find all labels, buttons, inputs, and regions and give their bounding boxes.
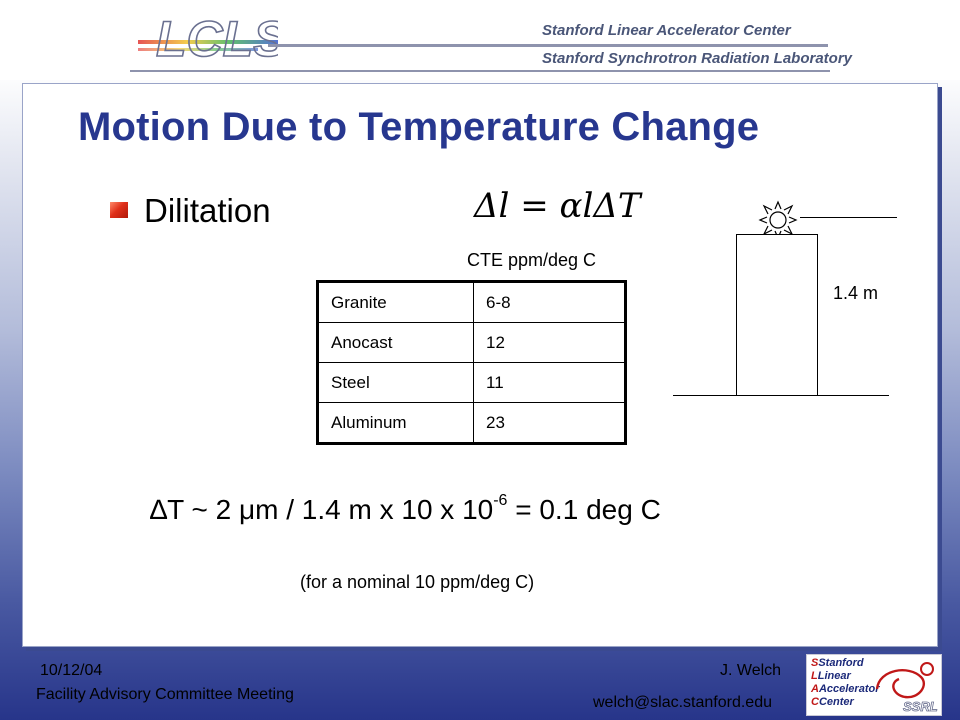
ssrl-logo-mark: SSRL (875, 662, 938, 713)
cte-cell: 23 (473, 402, 626, 444)
calc-main: ∆T ~ 2 μm / 1.4 m x 10 x 10 (150, 494, 494, 525)
table-row: Aluminum 23 (317, 402, 626, 444)
material-cell: Steel (317, 362, 474, 403)
slac-line: Center (818, 696, 854, 708)
table-row: Steel 11 (317, 362, 626, 403)
table-row: Granite 6-8 (317, 281, 626, 323)
footer-author: J. Welch (720, 662, 782, 679)
org-name-ssrl: Stanford Synchrotron Radiation Laborator… (542, 50, 853, 67)
header-bar: LCLS Stanford Linear Accelerator Center … (0, 0, 960, 80)
footer-date: 10/12/04 (40, 662, 103, 679)
cte-cell: 6-8 (473, 281, 626, 323)
ssrl-text: SSRL (903, 699, 938, 713)
cte-cell: 12 (473, 322, 626, 363)
floor-line (673, 395, 889, 396)
slac-logo-text: SStanford LLinear AAccelerator CCenter (811, 657, 880, 708)
slide-title: Motion Due to Temperature Change (78, 105, 760, 149)
material-cell: Anocast (317, 322, 474, 363)
beam-reference-line (800, 217, 897, 218)
square-bullet-icon (110, 202, 128, 218)
slac-line: Stanford (818, 657, 864, 669)
header-rule-bottom (130, 70, 830, 72)
calc-exponent: -6 (493, 492, 508, 509)
material-cell: Granite (317, 281, 474, 323)
calc-result: = 0.1 deg C (507, 494, 661, 525)
lcls-logo: LCLS (138, 10, 278, 68)
footer-meeting: Facility Advisory Committee Meeting (36, 686, 294, 703)
calc-note: (for a nominal 10 ppm/deg C) (300, 572, 535, 592)
slac-line: Accelerator (818, 683, 880, 695)
table-row: Anocast 12 (317, 322, 626, 363)
material-cell: Aluminum (317, 402, 474, 444)
pillar-height-label: 1.4 m (833, 283, 879, 303)
dilitation-formula: Δl = αlΔT (474, 186, 641, 226)
footer-email: welch@slac.stanford.edu (593, 694, 772, 711)
org-name-slac: Stanford Linear Accelerator Center (542, 22, 791, 39)
temperature-calculation: ∆T ~ 2 μm / 1.4 m x 10 x 10-6 = 0.1 deg … (150, 492, 661, 526)
cte-cell: 11 (473, 362, 626, 403)
header-rule-top (268, 44, 828, 47)
sun-icon (758, 200, 798, 240)
granite-pillar (736, 234, 818, 396)
cte-table: Granite 6-8 Anocast 12 Steel 11 Aluminum… (316, 280, 627, 445)
slac-ssrl-logo: SStanford LLinear AAccelerator CCenter S… (806, 654, 942, 716)
bullet-dilitation: Dilitation (144, 192, 271, 229)
slac-line: Linear (817, 670, 851, 682)
lcls-logo-text: LCLS (156, 11, 278, 67)
table-caption: CTE ppm/deg C (467, 250, 597, 270)
